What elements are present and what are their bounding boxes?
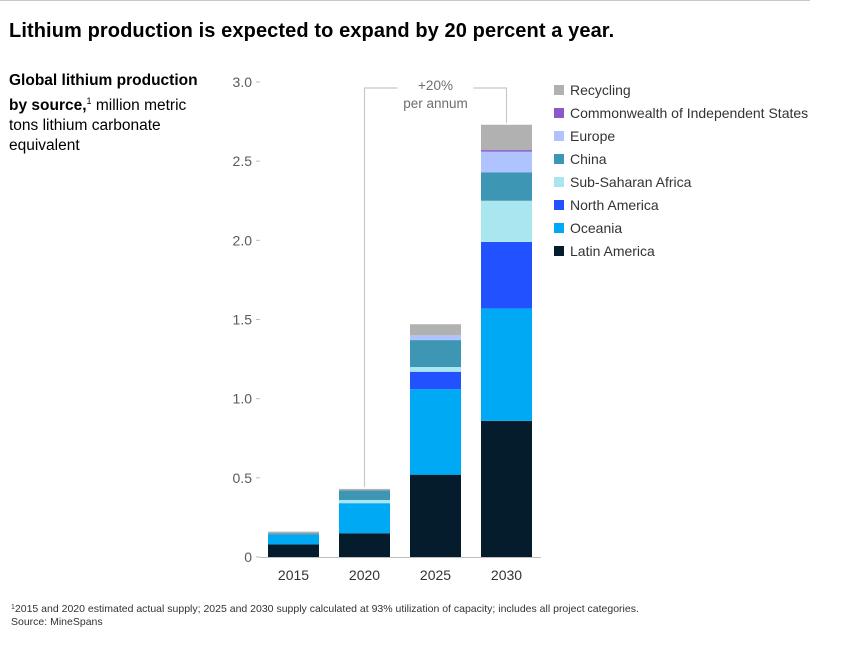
legend-label: Sub-Saharan Africa bbox=[570, 173, 692, 190]
bar-segment-latin-america-2025 bbox=[410, 474, 461, 557]
y-tick-label: 1.5 bbox=[233, 312, 253, 328]
legend-label: China bbox=[570, 150, 607, 167]
bar-segment-china-2015 bbox=[268, 533, 319, 535]
bar-segment-recycling-2025 bbox=[410, 324, 461, 336]
legend-label: North America bbox=[570, 196, 659, 213]
legend-item-north-america: North America bbox=[554, 193, 808, 216]
bar-segment-europe-2025 bbox=[410, 335, 461, 341]
legend-swatch bbox=[554, 176, 564, 187]
bar-segment-latin-america-2015 bbox=[268, 544, 319, 557]
legend-item-europe: Europe bbox=[554, 124, 808, 147]
legend-label: Oceania bbox=[570, 219, 623, 236]
subtitle-units: million metric tons lithium carbonate eq… bbox=[9, 97, 187, 154]
bar-segment-commonwealth-of-independent-states-2030 bbox=[481, 150, 532, 152]
footnote-marker: 1 bbox=[11, 604, 15, 611]
x-tick-label: 2030 bbox=[491, 567, 522, 583]
source-note: Source: MineSpans bbox=[11, 616, 103, 628]
chart-subtitle: Global lithium production by source,1 mi… bbox=[9, 71, 209, 156]
legend-swatch bbox=[554, 245, 564, 256]
bar-segment-latin-america-2030 bbox=[481, 420, 532, 557]
legend-item-sub-saharan-africa: Sub-Saharan Africa bbox=[554, 170, 808, 193]
footnote: 12015 and 2020 estimated actual supply; … bbox=[11, 601, 639, 629]
bar-segment-china-2020 bbox=[339, 490, 390, 500]
growth-rate-value: +20% bbox=[418, 78, 453, 93]
bar-segment-latin-america-2020 bbox=[339, 533, 390, 557]
bar-segment-oceania-2025 bbox=[410, 389, 461, 475]
y-tick-label: 2.5 bbox=[233, 153, 253, 169]
bar-segment-sub-saharan-africa-2020 bbox=[339, 500, 390, 504]
legend-label: Europe bbox=[570, 127, 616, 144]
legend-swatch bbox=[554, 199, 564, 210]
bar-segment-europe-2030 bbox=[481, 151, 532, 173]
growth-rate-label: per annum bbox=[403, 96, 468, 111]
subtitle-footnote-marker: 1 bbox=[86, 96, 92, 106]
legend-label: Recycling bbox=[570, 81, 631, 98]
legend-swatch bbox=[554, 153, 564, 164]
legend-swatch bbox=[554, 107, 564, 118]
legend-item-latin-america: Latin America bbox=[554, 239, 808, 262]
bar-segment-recycling-2030 bbox=[481, 124, 532, 151]
x-tick-label: 2020 bbox=[349, 567, 380, 583]
y-tick-label: 2.0 bbox=[233, 232, 253, 248]
legend-item-commonwealth-of-independent-states: Commonwealth of Independent States bbox=[554, 101, 808, 124]
legend-swatch bbox=[554, 222, 564, 233]
footnote-text: 2015 and 2020 estimated actual supply; 2… bbox=[14, 603, 639, 615]
legend: Recycling Commonwealth of Independent Sta… bbox=[554, 78, 808, 262]
x-tick-label: 2025 bbox=[420, 567, 451, 583]
bar-segment-sub-saharan-africa-2030 bbox=[481, 200, 532, 242]
bar-segment-recycling-2020 bbox=[339, 488, 390, 491]
legend-swatch bbox=[554, 84, 564, 95]
y-tick-label: 0.5 bbox=[233, 470, 253, 486]
subtitle-bold: Global lithium production by source, bbox=[9, 72, 198, 114]
top-rule bbox=[0, 0, 810, 1]
bar-segment-china-2025 bbox=[410, 340, 461, 367]
y-tick-label: 1.0 bbox=[233, 391, 253, 407]
growth-label-background bbox=[397, 76, 474, 116]
y-tick-label: 3.0 bbox=[233, 74, 253, 90]
x-tick-label: 2015 bbox=[278, 567, 309, 583]
legend-swatch bbox=[554, 130, 564, 141]
chart-title: Lithium production is expected to expand… bbox=[9, 20, 615, 42]
legend-label: Latin America bbox=[570, 242, 655, 259]
bar-segment-oceania-2015 bbox=[268, 534, 319, 545]
bar-segment-oceania-2020 bbox=[339, 503, 390, 534]
legend-item-recycling: Recycling bbox=[554, 78, 808, 101]
bar-segment-china-2030 bbox=[481, 172, 532, 201]
bar-segment-sub-saharan-africa-2025 bbox=[410, 367, 461, 372]
bar-segment-north-america-2025 bbox=[410, 371, 461, 390]
legend-item-china: China bbox=[554, 147, 808, 170]
y-tick-label: 0 bbox=[244, 549, 252, 565]
bar-segment-recycling-2015 bbox=[268, 531, 319, 534]
bar-segment-oceania-2030 bbox=[481, 308, 532, 421]
bar-segment-north-america-2030 bbox=[481, 241, 532, 309]
legend-label: Commonwealth of Independent States bbox=[570, 104, 809, 121]
legend-item-oceania: Oceania bbox=[554, 216, 808, 239]
